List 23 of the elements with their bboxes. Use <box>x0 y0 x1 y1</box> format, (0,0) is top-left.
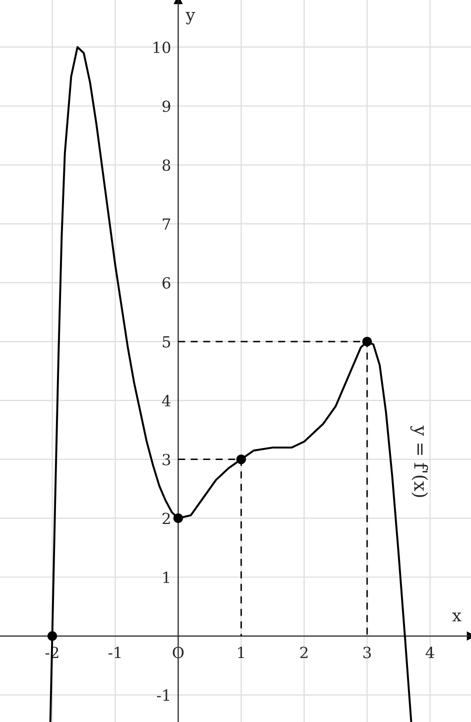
y-tick-label: 7 <box>162 218 170 230</box>
x-tick-label: 2 <box>300 646 308 658</box>
x-tick-label: -1 <box>108 646 120 658</box>
x-tick-label: 4 <box>426 646 434 658</box>
annotation: y = f'(x) <box>410 426 428 498</box>
y-tick-label: 4 <box>162 394 170 406</box>
point <box>236 454 246 464</box>
point <box>362 336 372 346</box>
x-axis-title: x <box>452 612 462 622</box>
y-tick-label: 3 <box>162 454 170 466</box>
y-tick-label: 10 <box>154 42 170 54</box>
y-axis-title: y <box>186 12 196 24</box>
y-tick-label: 9 <box>162 100 170 112</box>
point <box>173 513 184 524</box>
point <box>47 631 58 641</box>
x-tick-label: 3 <box>363 646 371 658</box>
y-tick-label: 6 <box>162 277 170 289</box>
x-tick-label: 1 <box>238 646 244 658</box>
y-tick-label: 1 <box>163 572 170 583</box>
y-tick-label: 2 <box>162 512 170 524</box>
y-tick-label: -1 <box>157 689 170 701</box>
y-tick-label: 5 <box>162 336 170 348</box>
y-tick-label: 8 <box>162 159 170 171</box>
